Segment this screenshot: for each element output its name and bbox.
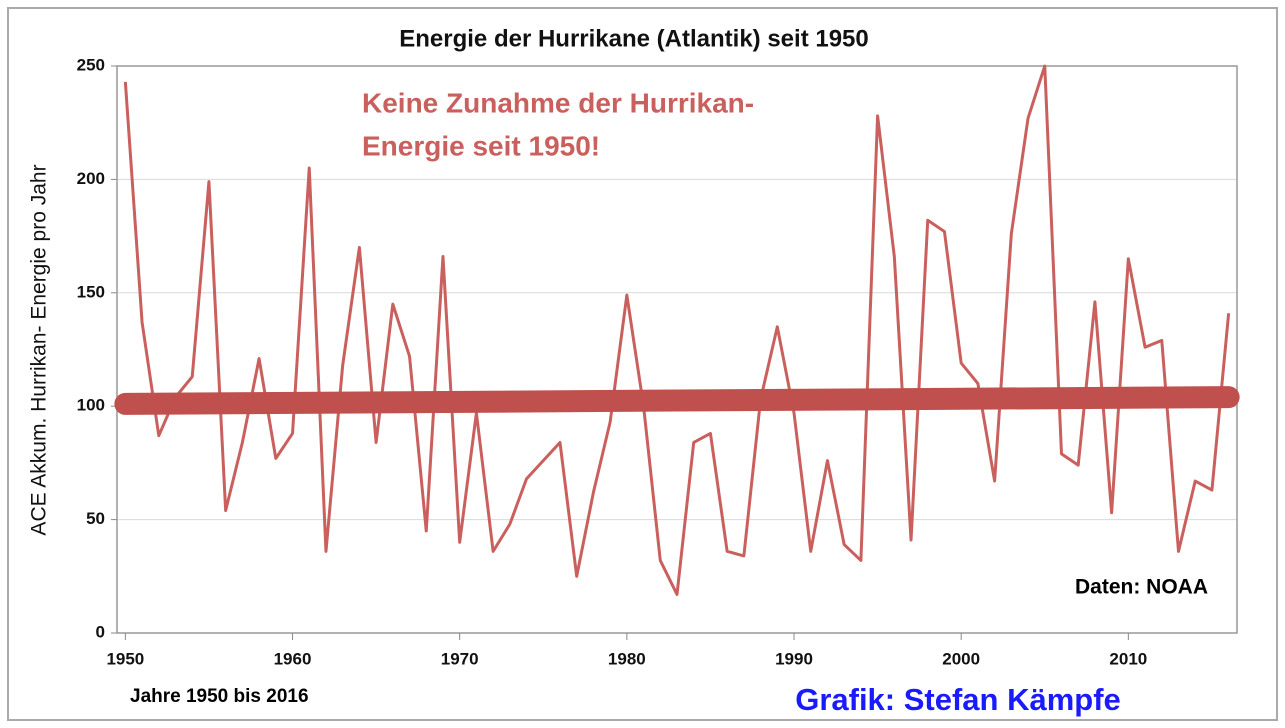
data-line — [123, 64, 1231, 596]
source-note: Daten: NOAA — [1075, 576, 1208, 599]
annotation: Keine Zunahme der Hurrikan- — [362, 87, 754, 118]
y-axis-label: ACE Akkum. Hurrikan- Energie pro Jahr — [28, 164, 51, 535]
y-tick-label: 50 — [86, 509, 105, 528]
y-tick-label: 100 — [77, 396, 105, 415]
chart-title: Energie der Hurrikane (Atlantik) seit 19… — [399, 25, 869, 52]
x-tick-label: 2000 — [942, 649, 980, 668]
annotation: Energie seit 1950! — [362, 130, 600, 161]
trend-line — [114, 386, 1240, 415]
y-tick-label: 200 — [77, 169, 105, 188]
y-tick-label: 250 — [77, 55, 105, 74]
credit: Grafik: Stefan Kämpfe — [795, 682, 1121, 717]
plot-area — [116, 65, 1238, 634]
x-tick-label: 1990 — [775, 649, 813, 668]
x-tick-label: 2010 — [1109, 649, 1147, 668]
y-tick-label: 0 — [96, 622, 105, 641]
x-tick-label: 1970 — [441, 649, 479, 668]
x-tick-label: 1950 — [106, 649, 144, 668]
x-tick-label: 1960 — [274, 649, 312, 668]
x-note: Jahre 1950 bis 2016 — [130, 686, 309, 707]
y-tick-label: 150 — [77, 282, 105, 301]
x-tick-label: 1980 — [608, 649, 646, 668]
